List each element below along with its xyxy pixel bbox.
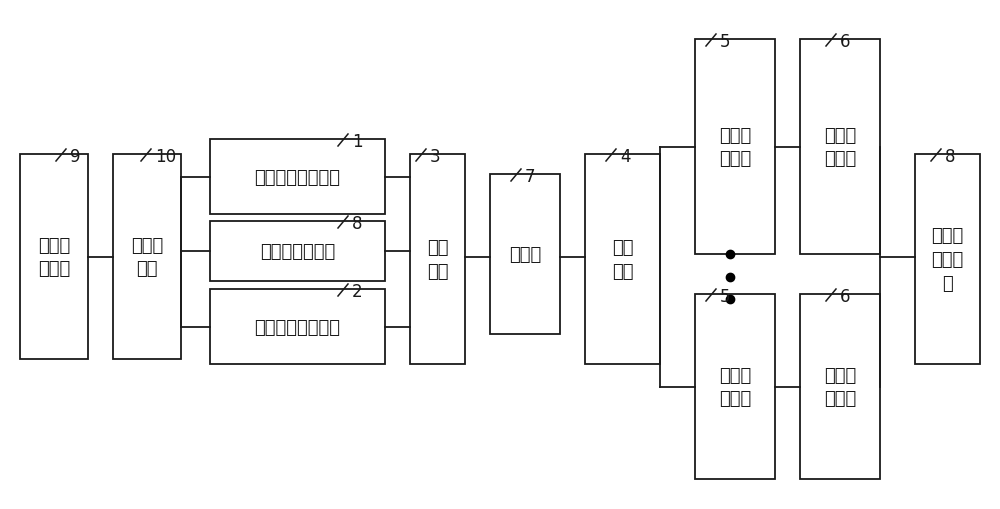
Text: 综合示
波显示
器: 综合示 波显示 器 [931, 227, 964, 292]
Text: 6: 6 [840, 288, 850, 305]
Bar [210, 290, 385, 364]
Text: 4: 4 [620, 148, 631, 165]
Text: 第二波形产生电路: 第二波形产生电路 [254, 318, 340, 336]
Bar [915, 155, 980, 364]
Text: 安全控
制电路: 安全控 制电路 [719, 126, 751, 168]
Text: 3: 3 [430, 148, 441, 165]
Text: 1: 1 [352, 133, 363, 151]
Bar [210, 221, 385, 281]
Text: 安全控
制电路: 安全控 制电路 [719, 366, 751, 408]
Text: 2: 2 [352, 282, 363, 300]
Text: 输出电
极接口: 输出电 极接口 [824, 366, 856, 408]
Text: 10: 10 [155, 148, 176, 165]
Bar [490, 175, 560, 334]
Bar [800, 294, 880, 479]
Text: 第一波形产生电路: 第一波形产生电路 [254, 168, 340, 186]
Text: 综合示波显示器: 综合示波显示器 [260, 242, 335, 261]
Text: 6: 6 [840, 33, 850, 51]
Bar [695, 40, 775, 254]
Text: 7: 7 [525, 167, 536, 186]
Text: 8: 8 [352, 215, 362, 233]
Bar [800, 40, 880, 254]
Bar [410, 155, 465, 364]
Text: 9: 9 [70, 148, 80, 165]
Bar [20, 155, 88, 359]
Bar [695, 294, 775, 479]
Text: 滤波器: 滤波器 [509, 245, 541, 264]
Text: 5: 5 [720, 33, 730, 51]
Bar [585, 155, 660, 364]
Text: 8: 8 [945, 148, 956, 165]
Text: 分配
电路: 分配 电路 [612, 239, 633, 280]
Text: 安全隔
断器: 安全隔 断器 [131, 236, 163, 278]
Text: 输出电
极接口: 输出电 极接口 [824, 126, 856, 168]
Text: 安全供
电电源: 安全供 电电源 [38, 236, 70, 278]
Text: 5: 5 [720, 288, 730, 305]
Text: 复合
电路: 复合 电路 [427, 239, 448, 280]
Bar [210, 140, 385, 215]
Bar [113, 155, 181, 359]
